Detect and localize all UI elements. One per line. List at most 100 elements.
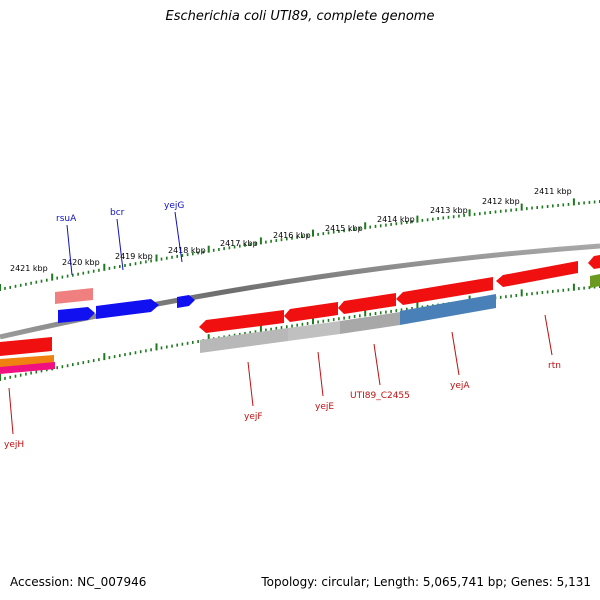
label-line [373, 343, 381, 386]
reverse-labels: yejF yejE UTI89_C2455 yejA rtn yejH [4, 361, 561, 450]
genome-summary-text: Topology: circular; Length: 5,065,741 bp… [261, 575, 591, 589]
scale-minor-tick [9, 375, 11, 379]
scale-minor-tick [35, 280, 38, 284]
gene-rtn[interactable] [496, 261, 578, 287]
scale-major-tick [572, 283, 575, 291]
scale-minor-tick [129, 352, 131, 356]
scale-minor-tick [515, 208, 518, 212]
scale-minor-tick [239, 332, 241, 336]
label-line [66, 224, 73, 276]
scale-minor-tick [437, 217, 439, 220]
scale-minor-tick [202, 250, 205, 254]
gene-yejE-lower[interactable] [288, 321, 340, 341]
scale-minor-tick [181, 254, 184, 257]
scale-minor-tick [14, 284, 17, 288]
scale-minor-tick [249, 331, 251, 335]
scale-minor-tick [353, 315, 356, 318]
scale-label: 2415 kbp [325, 224, 363, 233]
scale-major-tick [155, 254, 158, 262]
scale-minor-tick [546, 205, 549, 208]
gene-yejH-red[interactable] [0, 337, 52, 356]
scale-minor-tick [72, 363, 74, 367]
scale-minor-tick [531, 292, 533, 296]
scale-minor-tick [218, 248, 220, 251]
scale-labels: 2421 kbp 2420 kbp 2419 kbp 2418 kbp 2417… [10, 187, 572, 273]
scale-minor-tick [526, 292, 528, 296]
scale-minor-tick [442, 216, 445, 220]
scale-minor-tick [228, 246, 231, 250]
gene-label-rtn[interactable]: rtn [548, 361, 561, 371]
scale-minor-tick [40, 279, 43, 283]
scale-minor-tick [249, 243, 251, 246]
gene-yejF-lower[interactable] [200, 328, 288, 353]
scale-minor-tick [390, 309, 392, 313]
scale-minor-tick [322, 232, 325, 236]
gene-label-yejA[interactable]: yejA [450, 381, 470, 391]
gene-label-yejG[interactable]: yejG [164, 201, 184, 211]
scale-minor-tick [275, 239, 278, 242]
scale-minor-tick [166, 256, 168, 260]
scale-minor-tick [87, 360, 90, 364]
gene-label-UTI89_C2455[interactable]: UTI89_C2455 [350, 391, 410, 401]
scale-minor-tick [588, 200, 591, 204]
scale-minor-tick [72, 273, 74, 277]
scale-minor-tick [160, 257, 163, 261]
scale-minor-tick [139, 261, 142, 265]
gene-label-rsuA[interactable]: rsuA [56, 214, 77, 224]
gene-yejH-magenta[interactable] [0, 362, 55, 374]
gene-yejA-lower[interactable] [400, 294, 496, 325]
scale-minor-tick [124, 264, 126, 267]
gene-label-yejE[interactable]: yejE [315, 402, 334, 412]
scale-minor-tick [171, 255, 173, 259]
scale-minor-tick [19, 283, 22, 287]
scale-minor-tick [426, 218, 429, 222]
gene-label-yejH[interactable]: yejH [4, 440, 24, 450]
scale-minor-tick [197, 251, 199, 255]
gene-UTI89_C2455-lower[interactable] [340, 312, 400, 334]
scale-minor-tick [536, 206, 538, 209]
scale-major-tick [416, 215, 419, 223]
gene-rsuA-lower[interactable] [58, 307, 95, 323]
scale-major-tick [416, 302, 419, 310]
scale-minor-tick [301, 322, 304, 326]
scale-minor-tick [66, 274, 69, 278]
scale-minor-tick [390, 222, 392, 226]
scale-minor-tick [353, 227, 356, 231]
accession-text: Accession: NC_007946 [10, 575, 147, 589]
scale-minor-tick [552, 204, 554, 208]
gene-edge-olive[interactable] [590, 274, 600, 288]
scale-minor-tick [359, 314, 361, 318]
scale-minor-tick [181, 342, 184, 346]
scale-minor-tick [19, 373, 22, 377]
scale-minor-tick [458, 214, 460, 218]
scale-minor-tick [301, 235, 304, 239]
gene-edge-red[interactable] [588, 255, 600, 269]
scale-minor-tick [348, 228, 351, 232]
scale-minor-tick [98, 268, 100, 272]
scale-minor-tick [406, 220, 408, 224]
scale-minor-tick [56, 366, 58, 370]
scale-minor-tick [239, 244, 241, 248]
scale-minor-tick [552, 289, 554, 293]
scale-minor-tick [317, 232, 319, 236]
gene-rsuA[interactable] [55, 288, 93, 304]
scale-minor-tick [296, 235, 298, 239]
gene-yejG[interactable] [177, 295, 195, 308]
reverse-label-lines [8, 314, 553, 435]
label-line [8, 387, 14, 435]
gene-UTI89_C2455[interactable] [338, 293, 396, 314]
gene-yejA[interactable] [396, 277, 493, 305]
scale-minor-tick [66, 364, 69, 368]
gene-yejF[interactable] [199, 310, 284, 333]
gene-label-yejF[interactable]: yejF [244, 412, 263, 422]
scale-minor-tick [186, 253, 189, 257]
scale-minor-tick [395, 309, 398, 313]
gene-bcr[interactable] [96, 299, 159, 319]
label-line [451, 331, 460, 376]
scale-minor-tick [515, 294, 518, 297]
reverse-genes [0, 255, 600, 374]
gene-yejE[interactable] [284, 302, 338, 322]
scale-minor-tick [369, 225, 371, 229]
gene-label-bcr[interactable]: bcr [110, 208, 125, 218]
scale-minor-tick [343, 316, 345, 320]
